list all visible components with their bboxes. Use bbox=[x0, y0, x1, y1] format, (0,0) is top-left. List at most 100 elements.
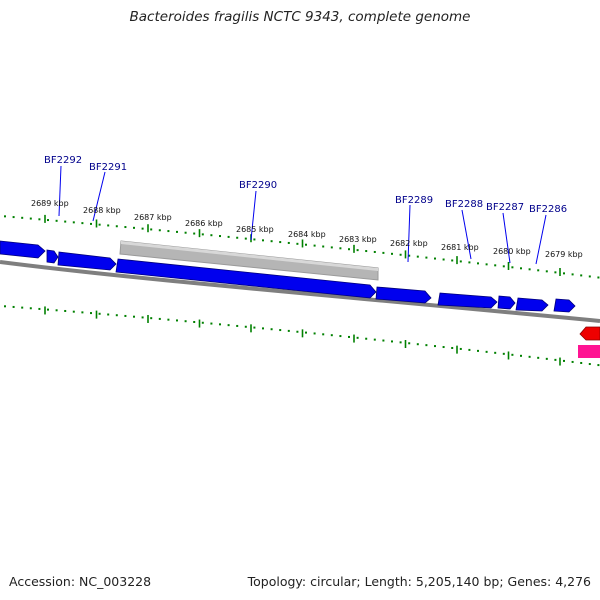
minor-tick bbox=[90, 312, 92, 315]
minor-tick bbox=[253, 238, 256, 241]
minor-tick bbox=[330, 334, 333, 337]
gene-feature-grey-highlight bbox=[121, 241, 378, 271]
gene-label: BF2289 bbox=[395, 195, 433, 206]
gene-leader-line bbox=[535, 214, 547, 265]
minor-tick bbox=[158, 317, 161, 320]
scale-label: 2682 kbp bbox=[390, 239, 428, 248]
gene-arrow bbox=[553, 298, 576, 313]
scale-label: 2679 kbp bbox=[545, 250, 583, 259]
minor-tick bbox=[528, 268, 531, 271]
minor-tick bbox=[244, 325, 247, 328]
gene-arrow bbox=[375, 286, 432, 304]
minor-tick bbox=[545, 357, 548, 360]
minor-tick bbox=[451, 259, 454, 262]
gene-feature-pink bbox=[578, 345, 600, 358]
minor-tick bbox=[193, 232, 196, 235]
minor-tick bbox=[133, 226, 135, 229]
genome-backbone bbox=[0, 260, 600, 323]
minor-tick bbox=[244, 237, 247, 240]
minor-tick bbox=[12, 216, 15, 219]
gene-label: BF2287 bbox=[486, 202, 524, 213]
minor-tick bbox=[193, 320, 196, 323]
minor-tick bbox=[47, 308, 49, 311]
gene-arrow bbox=[46, 249, 59, 264]
minor-tick bbox=[313, 244, 316, 247]
minor-tick bbox=[563, 359, 565, 362]
minor-tick bbox=[494, 351, 497, 354]
minor-tick bbox=[219, 235, 221, 238]
minor-tick bbox=[115, 225, 118, 228]
minor-tick bbox=[399, 341, 402, 344]
minor-tick bbox=[305, 243, 307, 246]
minor-tick bbox=[38, 218, 41, 221]
minor-tick bbox=[38, 307, 41, 310]
minor-tick bbox=[451, 346, 454, 349]
minor-tick bbox=[270, 328, 273, 331]
minor-tick bbox=[219, 323, 221, 326]
minor-tick bbox=[210, 322, 213, 325]
minor-tick bbox=[330, 246, 333, 249]
gene-leader-line bbox=[92, 171, 106, 222]
minor-tick bbox=[520, 354, 522, 357]
gene-label: BF2291 bbox=[89, 162, 127, 173]
scale-label: 2681 kbp bbox=[441, 243, 479, 252]
minor-tick bbox=[571, 360, 574, 363]
minor-tick bbox=[262, 239, 264, 242]
minor-tick bbox=[115, 314, 118, 317]
scale-label: 2684 kbp bbox=[288, 230, 326, 239]
minor-tick bbox=[348, 335, 350, 338]
minor-tick bbox=[21, 216, 24, 219]
minor-tick bbox=[416, 255, 419, 258]
minor-tick bbox=[468, 261, 471, 264]
minor-tick bbox=[29, 217, 32, 220]
minor-tick bbox=[477, 262, 479, 265]
minor-tick bbox=[64, 309, 67, 312]
minor-tick bbox=[287, 241, 290, 244]
scale-label: 2687 kbp bbox=[134, 213, 172, 222]
minor-tick bbox=[184, 231, 187, 234]
scale-label: 2683 kbp bbox=[339, 235, 377, 244]
minor-tick bbox=[459, 260, 462, 263]
minor-tick bbox=[21, 306, 24, 309]
minor-tick bbox=[373, 338, 376, 341]
minor-tick bbox=[580, 274, 583, 277]
minor-tick bbox=[399, 253, 402, 256]
minor-tick bbox=[141, 227, 144, 230]
minor-tick bbox=[382, 251, 385, 254]
minor-tick bbox=[511, 266, 514, 269]
minor-tick bbox=[356, 336, 359, 339]
minor-tick bbox=[554, 358, 557, 361]
gene-label: BF2290 bbox=[239, 180, 277, 191]
minor-tick bbox=[81, 311, 84, 314]
minor-tick bbox=[98, 223, 101, 226]
minor-tick bbox=[477, 349, 479, 352]
minor-tick bbox=[287, 329, 290, 332]
minor-tick bbox=[373, 250, 376, 253]
minor-tick bbox=[150, 317, 153, 320]
minor-tick bbox=[72, 310, 75, 313]
minor-tick bbox=[133, 315, 135, 318]
minor-tick bbox=[279, 329, 282, 332]
minor-tick bbox=[348, 248, 350, 251]
minor-tick bbox=[588, 275, 591, 278]
gene-feature-grey bbox=[119, 240, 379, 281]
minor-tick bbox=[29, 307, 32, 310]
minor-tick bbox=[408, 342, 411, 345]
minor-tick bbox=[382, 339, 385, 342]
minor-tick bbox=[236, 236, 239, 239]
minor-tick bbox=[176, 319, 178, 322]
minor-tick bbox=[141, 316, 144, 319]
minor-tick bbox=[537, 356, 540, 359]
minor-tick bbox=[391, 252, 393, 255]
minor-tick bbox=[408, 254, 411, 257]
minor-tick bbox=[356, 249, 359, 252]
minor-tick bbox=[81, 222, 84, 225]
inner-tick-ring bbox=[4, 305, 600, 367]
minor-tick bbox=[468, 348, 471, 351]
minor-tick bbox=[416, 343, 419, 346]
minor-tick bbox=[296, 242, 299, 245]
map-title: Bacteroides fragilis NCTC 9343, complete… bbox=[129, 9, 471, 25]
minor-tick bbox=[434, 345, 436, 348]
gene-arrow bbox=[0, 240, 46, 259]
